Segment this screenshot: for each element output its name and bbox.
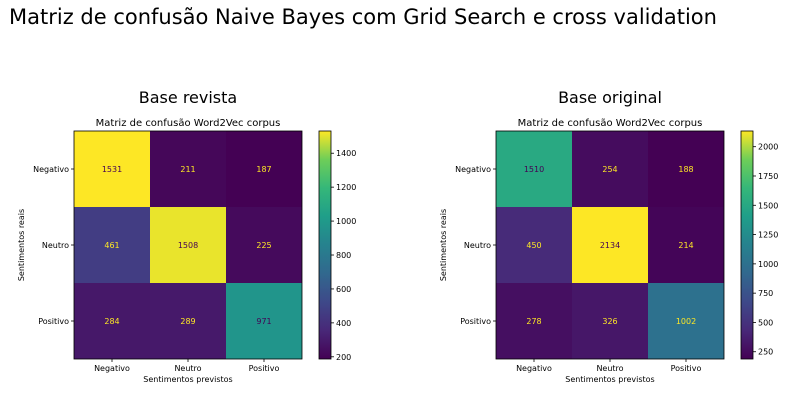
cell-value-label: 187 — [256, 165, 271, 174]
colorbar-tick-label: 1750 — [758, 172, 778, 181]
heatmap-cell — [648, 131, 724, 207]
chart-panel-original: Base original Matriz de confusão Word2Vec… — [439, 88, 778, 384]
subplot-label: Base revista — [139, 88, 237, 107]
x-tick-label: Positivo — [249, 364, 280, 373]
cell-value-label: 278 — [526, 317, 541, 326]
x-axis-label: Sentimentos previstos — [143, 375, 232, 384]
cell-value-label: 254 — [602, 165, 617, 174]
cell-value-label: 214 — [678, 241, 693, 250]
cell-value-label: 289 — [180, 317, 195, 326]
colorbar-tick-label: 1000 — [336, 217, 356, 226]
colorbar-tick-label: 600 — [336, 285, 351, 294]
y-tick-label: Negativo — [455, 165, 491, 174]
heatmap-cell — [648, 207, 724, 283]
x-tick-label: Negativo — [516, 364, 552, 373]
x-tick-label: Positivo — [671, 364, 702, 373]
heatmap-cell — [150, 131, 226, 207]
cell-value-label: 1508 — [178, 241, 198, 250]
cell-value-label: 1531 — [102, 165, 122, 174]
heatmap-cell — [496, 283, 572, 359]
x-axis-label: Sentimentos previstos — [565, 375, 654, 384]
colorbar — [318, 130, 332, 360]
cell-value-label: 225 — [256, 241, 271, 250]
colorbar-tick-label: 400 — [336, 319, 351, 328]
cell-value-label: 284 — [104, 317, 119, 326]
heatmap-cell — [74, 131, 150, 207]
subplot-label: Base original — [558, 88, 662, 107]
colorbar-tick-label: 2000 — [758, 143, 778, 152]
chart-panel-revista: Base revista Matriz de confusão Word2Vec … — [17, 88, 356, 384]
cell-value-label: 461 — [104, 241, 119, 250]
colorbar-tick-label: 1200 — [336, 183, 356, 192]
colorbar-tick-label: 250 — [758, 348, 773, 357]
axes-title: Matriz de confusão Word2Vec corpus — [518, 118, 703, 129]
colorbar-tick-label: 1400 — [336, 149, 356, 158]
cell-value-label: 326 — [602, 317, 617, 326]
heatmap-cell — [150, 207, 226, 283]
x-tick-label: Neutro — [174, 364, 201, 373]
x-tick-label: Negativo — [94, 364, 130, 373]
heatmap-cell — [572, 207, 648, 283]
y-tick-label: Neutro — [464, 241, 491, 250]
y-tick-label: Positivo — [460, 317, 491, 326]
heatmap-cell — [648, 283, 724, 359]
heatmap-cell — [74, 283, 150, 359]
colorbar-tick-label: 500 — [758, 318, 773, 327]
heatmap-cell — [572, 131, 648, 207]
colorbar-tick-label: 1500 — [758, 201, 778, 210]
colorbar-tick-label: 200 — [336, 353, 351, 362]
y-tick-label: Neutro — [42, 241, 69, 250]
colorbar-tick-label: 800 — [336, 251, 351, 260]
y-axis-label: Sentimentos reais — [17, 209, 26, 281]
cell-value-label: 2134 — [600, 241, 620, 250]
heatmap-cell — [496, 131, 572, 207]
heatmap-cell — [572, 283, 648, 359]
heatmap-cell — [496, 207, 572, 283]
cell-value-label: 1002 — [676, 317, 696, 326]
y-tick-label: Negativo — [33, 165, 69, 174]
axes-title: Matriz de confusão Word2Vec corpus — [96, 118, 281, 129]
cell-value-label: 211 — [180, 165, 195, 174]
x-tick-label: Neutro — [596, 364, 623, 373]
colorbar-tick-label: 1000 — [758, 260, 778, 269]
cell-value-label: 1510 — [524, 165, 544, 174]
heatmap-cell — [150, 283, 226, 359]
heatmap-cell — [226, 207, 302, 283]
heatmap-cell — [226, 131, 302, 207]
heatmap-cell — [226, 283, 302, 359]
cell-value-label: 971 — [256, 317, 271, 326]
heatmap-cell — [74, 207, 150, 283]
figure-title: Matriz de confusão Naive Bayes com Grid … — [9, 5, 717, 29]
colorbar — [740, 130, 754, 360]
cell-value-label: 188 — [678, 165, 693, 174]
colorbar-tick-label: 750 — [758, 289, 773, 298]
cell-value-label: 450 — [526, 241, 541, 250]
colorbar-tick-label: 1250 — [758, 231, 778, 240]
y-axis-label: Sentimentos reais — [439, 209, 448, 281]
y-tick-label: Positivo — [38, 317, 69, 326]
